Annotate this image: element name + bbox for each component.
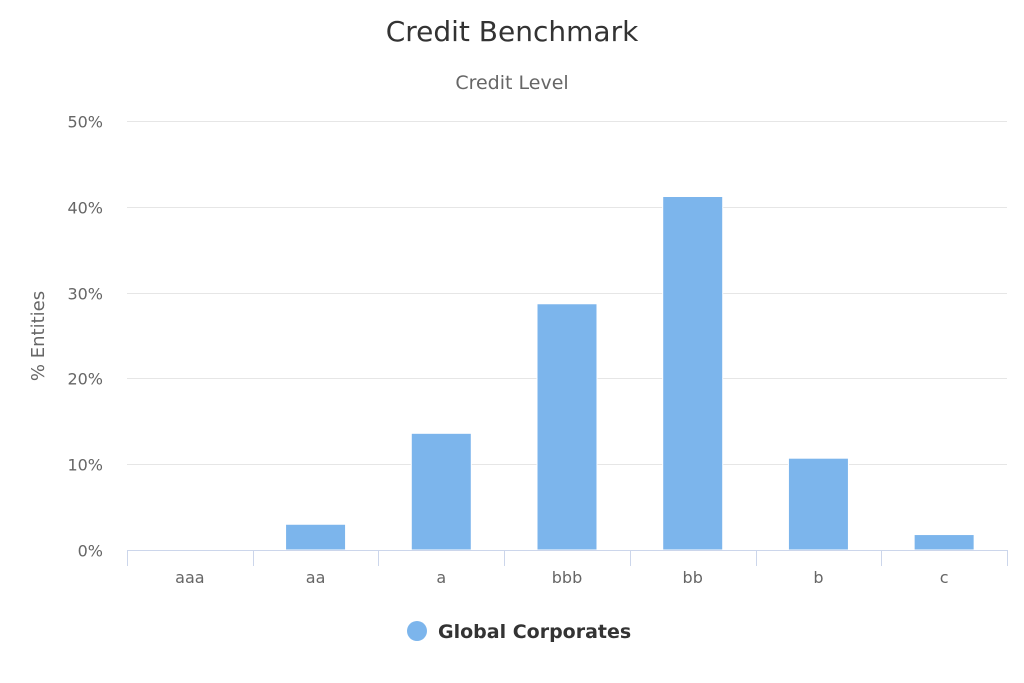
chart-title: Credit Benchmark — [386, 15, 639, 48]
y-axis-ticks: 0% 10% 20% 30% 40% 50% — [67, 113, 103, 561]
y-tick-label: 0% — [78, 542, 103, 561]
y-tick-label: 10% — [67, 456, 103, 475]
bars — [285, 196, 975, 551]
x-tick-label-aaa: aaa — [175, 568, 204, 587]
bar-bbb[interactable] — [536, 303, 598, 551]
bar-bb[interactable] — [662, 196, 724, 551]
gridlines — [127, 121, 1007, 465]
legend-label-global-corporates[interactable]: Global Corporates — [438, 621, 631, 643]
x-axis — [127, 550, 1008, 566]
y-axis-label: % Entities — [28, 291, 49, 381]
y-tick-label: 50% — [67, 113, 103, 132]
y-tick-label: 30% — [67, 285, 103, 304]
y-tick-label: 20% — [67, 370, 103, 389]
x-tick-label-aa: aa — [306, 568, 326, 587]
x-tick-label-c: c — [940, 568, 949, 587]
legend-swatch-global-corporates[interactable] — [407, 621, 427, 641]
chart-subtitle: Credit Level — [455, 72, 568, 94]
legend[interactable]: Global Corporates — [407, 621, 631, 643]
x-tick-label-bb: bb — [683, 568, 703, 587]
bar-c[interactable] — [913, 534, 975, 551]
bar-aa[interactable] — [285, 523, 347, 551]
x-tick-label-bbb: bbb — [552, 568, 582, 587]
y-tick-label: 40% — [67, 199, 103, 218]
bar-a[interactable] — [410, 432, 472, 551]
bar-b[interactable] — [787, 457, 849, 551]
x-tick-label-b: b — [813, 568, 823, 587]
x-tick-label-a: a — [436, 568, 446, 587]
x-axis-ticks: aaa aa a bbb bb b c — [175, 568, 948, 587]
